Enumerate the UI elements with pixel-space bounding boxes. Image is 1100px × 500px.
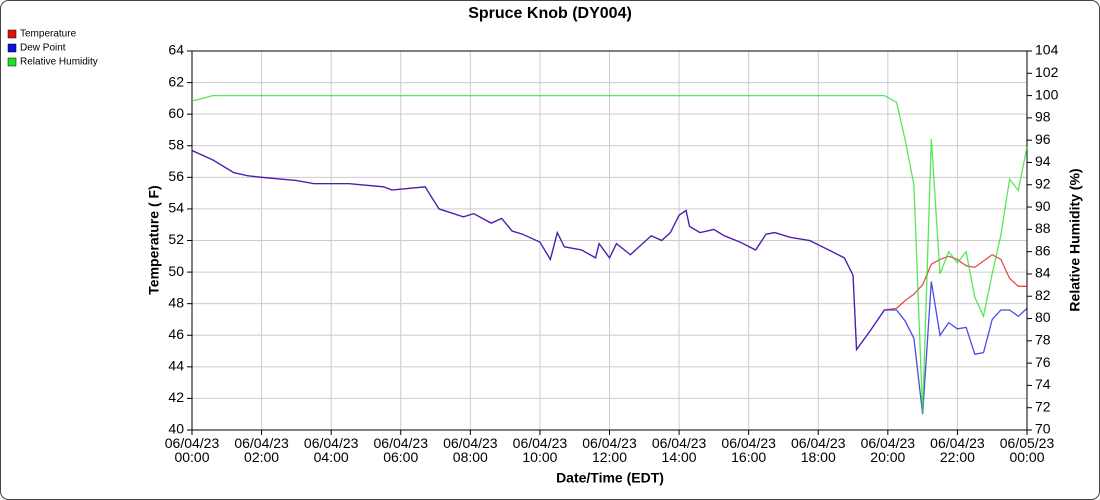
x-tick-label: 06/04/23 02:00 [234, 435, 289, 465]
legend-label: Dew Point [20, 43, 66, 54]
y2-tick-label: 78 [1035, 332, 1051, 348]
y2-tick-label: 74 [1035, 376, 1051, 392]
y2-tick-label: 102 [1035, 64, 1059, 80]
x-tick-label: 06/04/23 04:00 [303, 435, 359, 465]
y2-tick-label: 88 [1035, 220, 1051, 236]
x-tick-label: 06/04/23 18:00 [791, 435, 846, 465]
y2-tick-label: 84 [1035, 265, 1051, 281]
legend-label: Relative Humidity [20, 57, 98, 68]
y2-tick-label: 104 [1035, 42, 1059, 58]
x-tick-label: 06/04/23 08:00 [443, 435, 498, 465]
y2-tick-label: 96 [1035, 131, 1051, 147]
y2-tick-label: 100 [1035, 86, 1059, 102]
y-tick-label: 54 [168, 200, 184, 216]
x-tick-label: 06/04/23 14:00 [651, 435, 707, 465]
x-axis-label: Date/Time (EDT) [556, 470, 664, 486]
y-axis-label: Temperature ( F) [146, 185, 162, 294]
y2-tick-label: 72 [1035, 398, 1051, 414]
y2-tick-label: 70 [1035, 421, 1051, 437]
y2-tick-label: 76 [1035, 354, 1051, 370]
x-tick-label: 06/04/23 20:00 [860, 435, 916, 465]
legend-swatch [7, 57, 17, 67]
y-tick-label: 50 [168, 263, 184, 279]
y-tick-label: 58 [168, 136, 184, 152]
y-tick-label: 62 [168, 73, 184, 89]
chart-title: Spruce Knob (DY004) [468, 5, 632, 22]
y2-tick-label: 92 [1035, 175, 1051, 191]
y-tick-label: 46 [168, 326, 184, 342]
y2-tick-label: 86 [1035, 242, 1051, 258]
y2-axis-label: Relative Humidity (%) [1067, 168, 1083, 311]
y-tick-label: 40 [168, 421, 184, 437]
y2-tick-label: 80 [1035, 309, 1051, 325]
x-tick-label: 06/04/23 06:00 [373, 435, 429, 465]
x-tick-label: 06/04/23 00:00 [164, 435, 220, 465]
y-tick-label: 56 [168, 168, 184, 184]
y2-tick-label: 82 [1035, 287, 1051, 303]
y-tick-label: 52 [168, 231, 184, 247]
legend-swatch [7, 29, 17, 39]
x-tick-label: 06/04/23 12:00 [582, 435, 637, 465]
y-tick-label: 48 [168, 294, 184, 310]
y2-tick-label: 90 [1035, 198, 1051, 214]
x-tick-label: 06/05/23 00:00 [999, 435, 1055, 465]
x-tick-label: 06/04/23 22:00 [930, 435, 985, 465]
data-line [191, 94, 1028, 414]
y2-tick-label: 94 [1035, 153, 1051, 169]
y-tick-label: 44 [168, 358, 184, 374]
y-tick-label: 42 [168, 389, 184, 405]
y-tick-label: 64 [168, 42, 184, 58]
y2-tick-label: 98 [1035, 109, 1051, 125]
x-tick-label: 06/04/23 10:00 [512, 435, 568, 465]
x-tick-label: 06/04/23 16:00 [721, 435, 776, 465]
legend-swatch [7, 43, 17, 53]
y-tick-label: 60 [168, 105, 184, 121]
legend-label: Temperature [20, 29, 77, 40]
plot-border [191, 50, 1028, 431]
data-line [191, 149, 1028, 415]
